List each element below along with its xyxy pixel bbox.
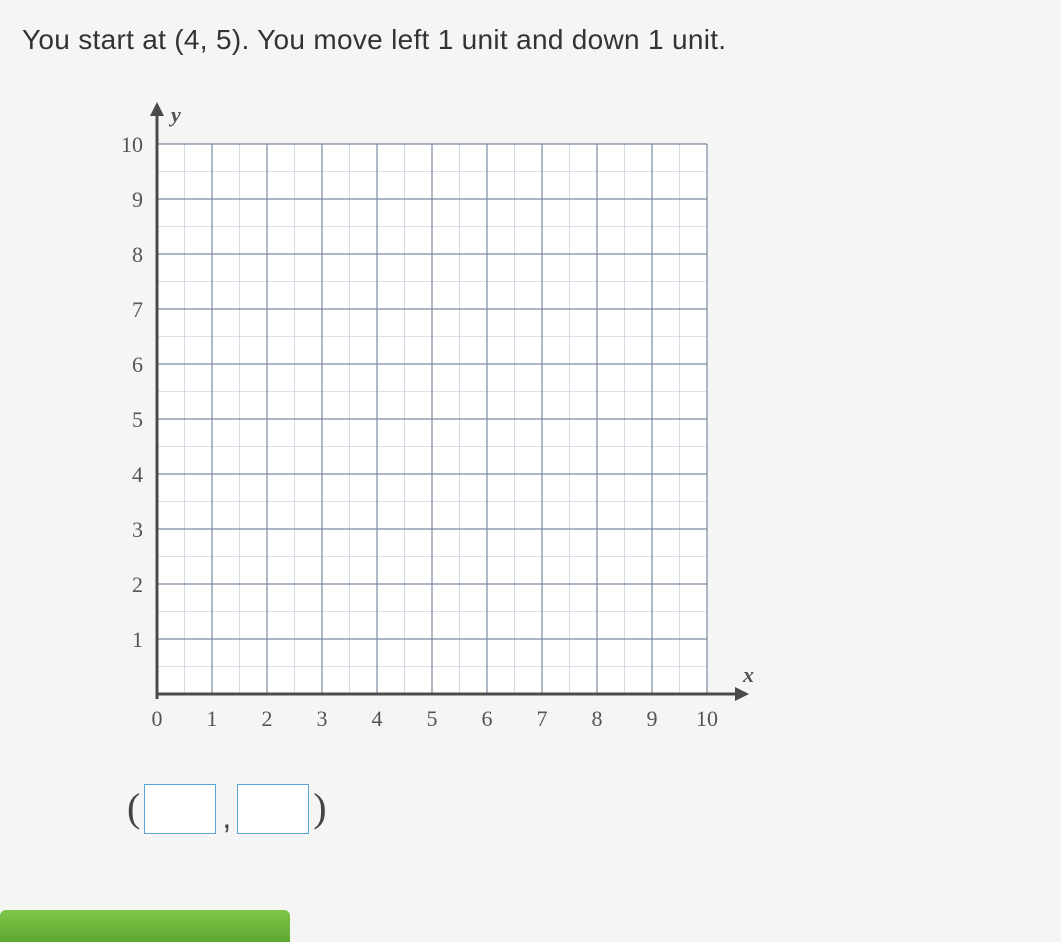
coordinate-grid: x y 0 1 2 3 4 5 6 7 8 9 10 1 2 3 4 5 6 7 8 9 10 — [97, 99, 1039, 739]
svg-text:5: 5 — [132, 407, 143, 432]
svg-text:3: 3 — [132, 517, 143, 542]
answer-row: ( , ) — [127, 784, 1039, 834]
svg-text:2: 2 — [262, 706, 273, 731]
svg-text:1: 1 — [207, 706, 218, 731]
svg-text:x: x — [742, 662, 754, 687]
svg-text:8: 8 — [592, 706, 603, 731]
question-text: You start at (4, 5). You move left 1 uni… — [22, 20, 1039, 59]
svg-text:9: 9 — [132, 187, 143, 212]
svg-text:4: 4 — [372, 706, 383, 731]
y-input[interactable] — [237, 784, 309, 834]
svg-text:5: 5 — [427, 706, 438, 731]
svg-text:10: 10 — [121, 132, 143, 157]
svg-text:2: 2 — [132, 572, 143, 597]
svg-text:10: 10 — [696, 706, 718, 731]
svg-text:1: 1 — [132, 627, 143, 652]
open-paren: ( — [127, 784, 140, 831]
svg-text:4: 4 — [132, 462, 143, 487]
svg-text:6: 6 — [482, 706, 493, 731]
svg-text:3: 3 — [317, 706, 328, 731]
svg-text:7: 7 — [537, 706, 548, 731]
svg-text:8: 8 — [132, 242, 143, 267]
svg-text:6: 6 — [132, 352, 143, 377]
content-area: You start at (4, 5). You move left 1 uni… — [0, 0, 1061, 942]
x-input[interactable] — [144, 784, 216, 834]
svg-text:7: 7 — [132, 297, 143, 322]
comma: , — [222, 799, 231, 836]
svg-text:9: 9 — [647, 706, 658, 731]
grid-chart: x y 0 1 2 3 4 5 6 7 8 9 10 1 2 3 4 5 6 7 8 9 10 — [97, 99, 777, 739]
svg-text:0: 0 — [152, 706, 163, 731]
svg-text:y: y — [168, 102, 181, 127]
close-paren: ) — [313, 784, 326, 831]
submit-button[interactable] — [0, 910, 290, 942]
